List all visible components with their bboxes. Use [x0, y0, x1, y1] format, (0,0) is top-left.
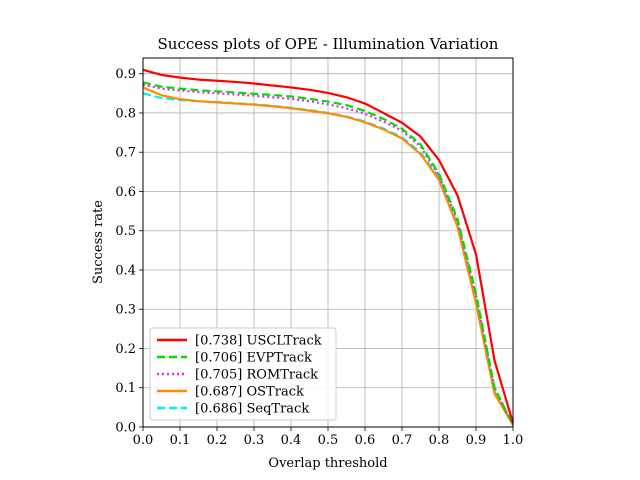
x-tick-label: 0.5: [318, 433, 339, 448]
legend: [0.738] USCLTrack [0.706] EVPTrack [0.705]…: [149, 327, 337, 421]
legend-label-4: [0.686] SeqTrack: [195, 402, 309, 417]
y-tick-label: 0.9: [115, 67, 136, 82]
series-line-1: [142, 81, 514, 426]
series-line-3: [142, 86, 514, 426]
y-tick-label: 0.0: [115, 421, 136, 436]
y-tick-label: 0.3: [115, 303, 136, 318]
x-tick-label: 0.9: [466, 433, 487, 448]
y-tick-label: 0.7: [115, 146, 136, 161]
tick-layer: 0.0 0.1 0.2 0.3 0.4 0.5 0.6 0.7 0.8 0.9 1.0 0.0 0.1 0…: [115, 67, 523, 448]
x-tick-label: 0.2: [207, 433, 228, 448]
x-tick-label: 0.0: [133, 433, 154, 448]
legend-label-0: [0.738] USCLTrack: [195, 334, 322, 349]
chart-title: Success plots of OPE - Illumination Vari…: [158, 35, 499, 53]
y-tick-label: 0.1: [115, 381, 136, 396]
y-tick-label: 0.2: [115, 342, 136, 357]
x-axis-label: Overlap threshold: [268, 456, 387, 471]
series-layer: [142, 68, 515, 426]
legend-box: [149, 327, 337, 421]
x-tick-label: 0.1: [170, 433, 191, 448]
x-tick-label: 0.4: [281, 433, 302, 448]
x-tick-label: 0.7: [392, 433, 413, 448]
x-tick-label: 0.8: [429, 433, 450, 448]
legend-label-3: [0.687] OSTrack: [195, 385, 304, 400]
y-axis-label: Success rate: [91, 200, 106, 284]
series-line-2: [142, 83, 514, 426]
y-tick-label: 0.5: [115, 224, 136, 239]
y-tick-label: 0.8: [115, 106, 136, 121]
y-tick-label: 0.4: [115, 263, 136, 278]
series-line-0: [142, 68, 515, 424]
x-tick-label: 0.3: [244, 433, 265, 448]
legend-label-2: [0.705] ROMTrack: [195, 368, 318, 383]
x-tick-label: 0.6: [355, 433, 376, 448]
y-tick-label: 0.6: [115, 185, 136, 200]
legend-label-1: [0.706] EVPTrack: [195, 351, 312, 366]
x-tick-label: 1.0: [503, 433, 524, 448]
